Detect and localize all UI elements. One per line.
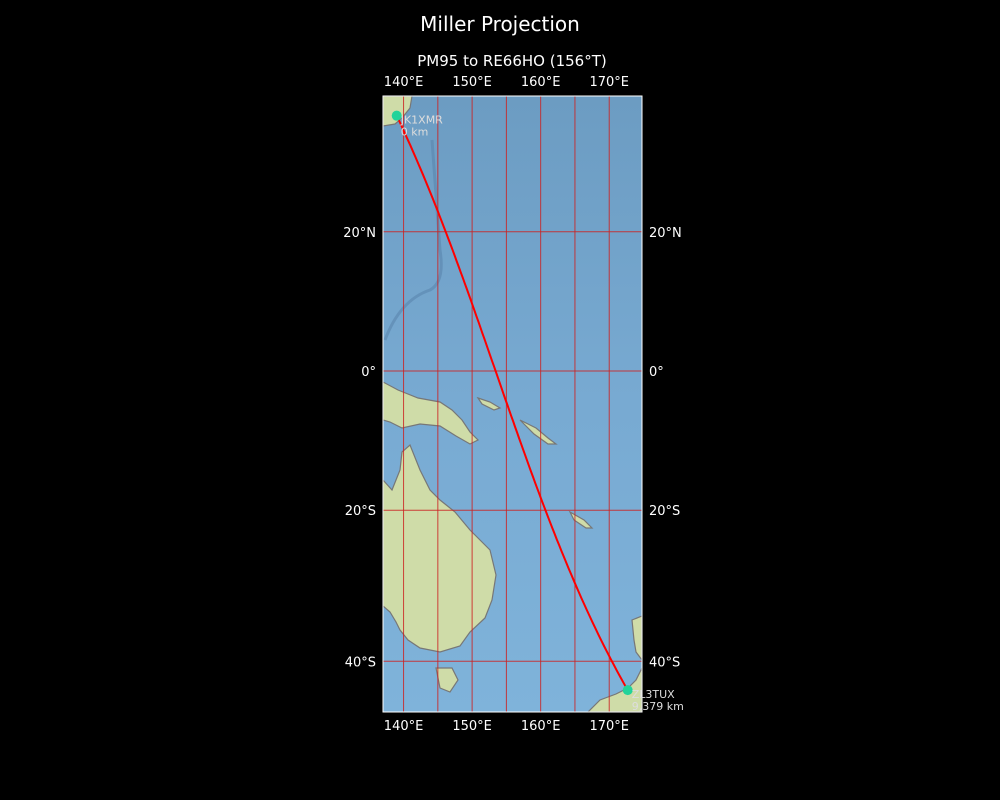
lat-tick-label-left: 0° <box>361 365 376 380</box>
lat-tick-label-right: 20°N <box>649 226 682 241</box>
station-marker <box>622 685 633 696</box>
lat-tick-label-left: 20°S <box>345 504 376 519</box>
lon-tick-label-bottom: 170°E <box>589 719 629 734</box>
land-tasmania <box>435 667 459 693</box>
lat-tick-label-right: 0° <box>649 365 664 380</box>
land-new-caledonia <box>568 510 594 529</box>
station-callsign-label: JK1XMR <box>400 114 443 127</box>
lat-tick-label-right: 40°S <box>649 655 680 670</box>
map-border <box>382 95 643 713</box>
figure-title: Miller Projection <box>420 12 580 36</box>
lat-tick-label-left: 20°N <box>343 226 376 241</box>
land-new-britain <box>476 396 502 411</box>
lat-tick-label-right: 20°S <box>649 504 680 519</box>
lon-tick-label-bottom: 140°E <box>384 719 424 734</box>
land-new-guinea <box>383 381 480 445</box>
map-subtitle: PM95 to RE66HO (156°T) <box>417 52 607 70</box>
land-new-zealand-south <box>587 667 642 712</box>
lon-tick-label-top: 160°E <box>521 75 561 90</box>
land-australia <box>383 443 497 653</box>
station-callsign-label: ZL3TUX <box>632 688 675 701</box>
lat-tick-label-left: 40°S <box>345 655 376 670</box>
station-marker <box>391 110 402 121</box>
land-new-zealand-north <box>631 615 642 661</box>
station-distance-label: 9,379 km <box>632 700 684 713</box>
trench <box>383 139 443 341</box>
land-solomons <box>519 419 558 445</box>
lon-tick-label-bottom: 150°E <box>452 719 492 734</box>
lon-tick-label-top: 150°E <box>452 75 492 90</box>
lon-tick-label-bottom: 160°E <box>521 719 561 734</box>
station-distance-label: 0 km <box>401 126 429 139</box>
lon-tick-label-top: 170°E <box>589 75 629 90</box>
lon-tick-label-top: 140°E <box>384 75 424 90</box>
great-circle-path <box>395 115 629 691</box>
